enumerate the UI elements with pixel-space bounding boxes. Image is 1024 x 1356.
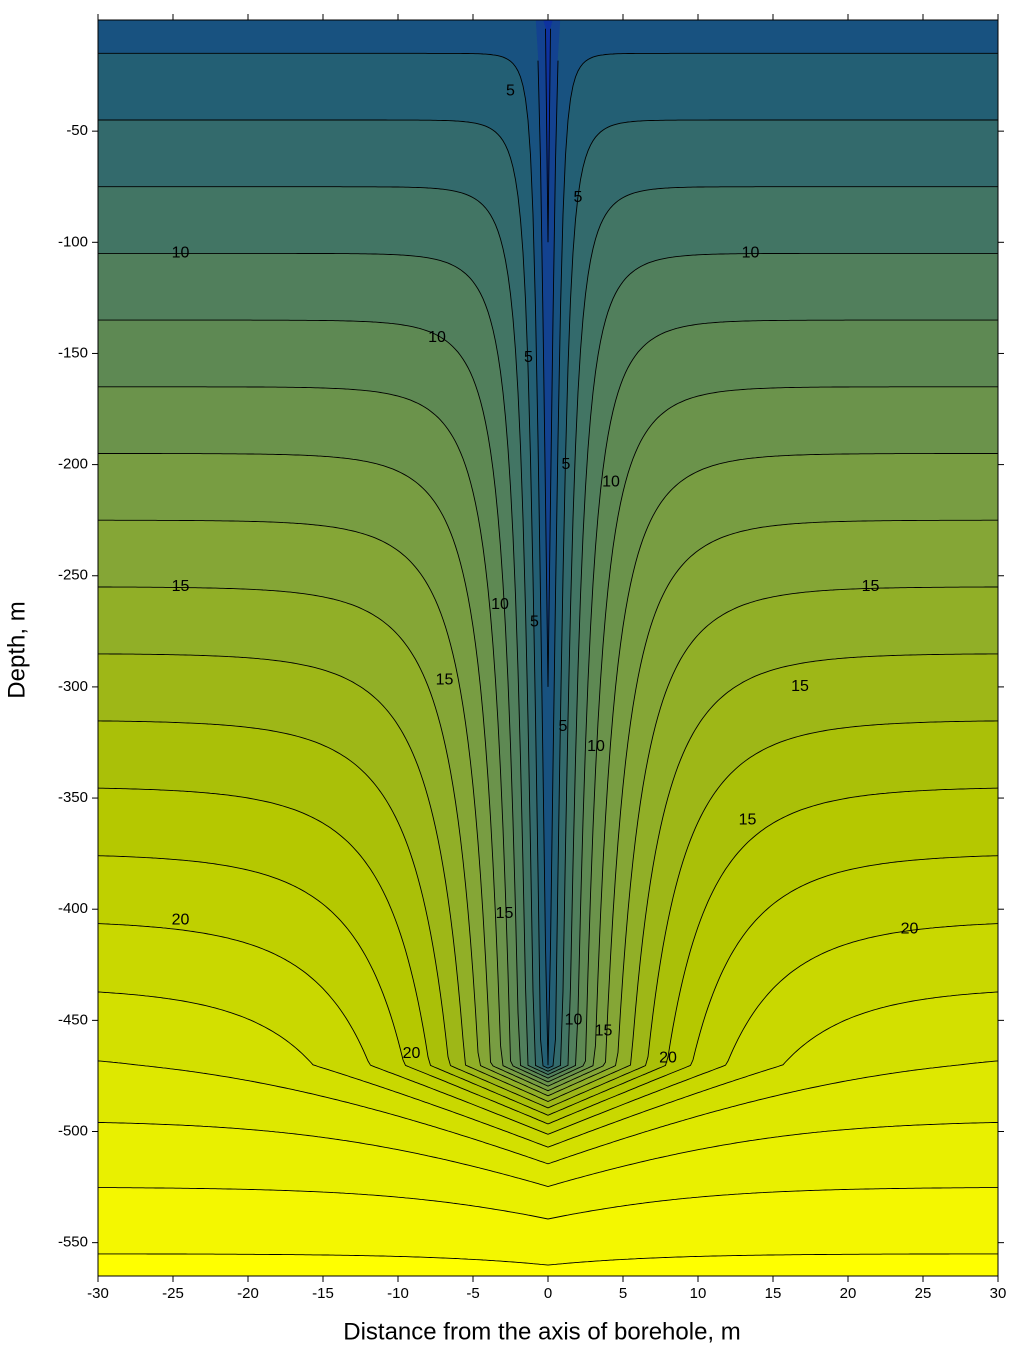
y-tick-label: -550 — [58, 1234, 88, 1251]
contour-line — [98, 1187, 998, 1220]
contour-label: 10 — [491, 596, 509, 613]
contour-label: 20 — [901, 920, 919, 937]
contour-line — [98, 453, 998, 1087]
y-axis-title: Depth, m — [3, 601, 30, 698]
contour-label: 5 — [574, 189, 583, 206]
x-tick-label: 5 — [619, 1285, 627, 1302]
contour-label: 15 — [791, 678, 809, 695]
x-tick-label: -30 — [87, 1285, 109, 1302]
contour-line — [97, 855, 999, 1125]
contour-line — [98, 519, 998, 1092]
contour-label: 5 — [562, 456, 571, 473]
x-tick-label: 15 — [765, 1285, 782, 1302]
contour-line — [98, 1253, 998, 1266]
contour-line — [97, 1060, 999, 1165]
contour-label: 5 — [559, 718, 568, 735]
contour-label: 15 — [496, 905, 514, 922]
contour-line — [97, 787, 999, 1116]
contour-line — [97, 923, 999, 1135]
contour-line — [98, 720, 998, 1109]
contour-label: 15 — [739, 812, 757, 829]
contours: 10 10 10 5 5 5 5 10 15 15 10 5 15 15 5 10 15 15 20 20 10 15 20… — [97, 28, 999, 1266]
contour-label: 5 — [530, 614, 539, 631]
x-axis-title: Distance from the axis of borehole, m — [343, 1318, 741, 1345]
contour-line — [98, 653, 998, 1102]
y-tick-label: -350 — [58, 789, 88, 806]
contour-label: 10 — [172, 245, 190, 262]
y-tick-label: -50 — [66, 122, 88, 139]
contour-label: 20 — [172, 912, 190, 929]
y-tick-label: -100 — [58, 233, 88, 250]
x-tick-label: -5 — [466, 1285, 479, 1302]
x-tick-label: -25 — [162, 1285, 184, 1302]
contour-line — [98, 52, 998, 1066]
x-tick-label: 20 — [840, 1285, 857, 1302]
y-tick-label: -500 — [58, 1122, 88, 1139]
contour-label: 10 — [587, 738, 605, 755]
contour-label: 5 — [506, 82, 515, 99]
x-tick-label: 10 — [690, 1285, 707, 1302]
contour-line — [98, 119, 998, 1069]
x-tick-label: 25 — [915, 1285, 932, 1302]
contour-label: 20 — [659, 1049, 677, 1066]
contour-line — [98, 586, 998, 1097]
contour-label: 10 — [428, 329, 446, 346]
contour-label: 15 — [862, 578, 880, 595]
contour-label: 10 — [742, 245, 760, 262]
contour-line — [98, 319, 998, 1079]
contour-label: 5 — [524, 349, 533, 366]
y-tick-label: -400 — [58, 900, 88, 917]
contour-label: 15 — [595, 1023, 613, 1040]
x-tick-label: -15 — [312, 1285, 334, 1302]
contour-line — [98, 186, 998, 1072]
contour-label: 15 — [172, 578, 190, 595]
x-tick-label: -10 — [387, 1285, 409, 1302]
contour-line — [537, 60, 559, 687]
y-tick-label: -150 — [58, 344, 88, 361]
contour-line — [97, 1121, 999, 1187]
contour-label: 10 — [602, 474, 620, 491]
y-tick-label: -300 — [58, 678, 88, 695]
contour-line — [98, 252, 998, 1075]
axes: -30 -25 -20 -15 -10 -5 0 5 10 15 20 25 30-550-500-45… — [58, 14, 1006, 1302]
y-tick-label: -250 — [58, 567, 88, 584]
contour-label: 15 — [436, 671, 454, 688]
contour-line — [545, 28, 551, 243]
x-tick-label: 0 — [544, 1285, 552, 1302]
contour-label: 10 — [565, 1012, 583, 1029]
y-tick-label: -450 — [58, 1011, 88, 1028]
x-tick-label: 30 — [990, 1285, 1007, 1302]
contour-line — [98, 386, 998, 1083]
x-tick-label: -20 — [237, 1285, 259, 1302]
contour-line — [97, 991, 999, 1148]
y-tick-label: -200 — [58, 456, 88, 473]
contour-label: 20 — [403, 1045, 421, 1062]
field — [97, 19, 999, 1277]
